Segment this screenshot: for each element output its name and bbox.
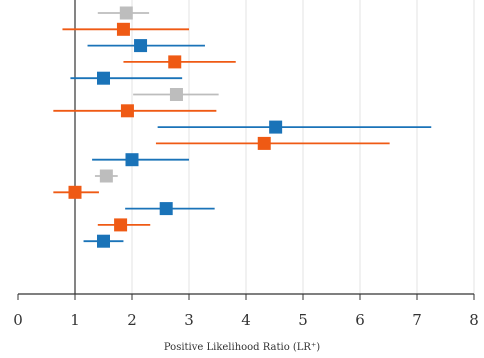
point-estimate xyxy=(116,22,130,36)
point-estimate xyxy=(159,202,173,216)
x-axis-title: Positive Likelihood Ratio (LR⁺) xyxy=(164,342,320,353)
point-estimate xyxy=(257,136,271,150)
point-estimate xyxy=(97,71,110,85)
point-estimate xyxy=(134,39,148,53)
point-estimate xyxy=(99,169,113,183)
grid-layer xyxy=(74,0,475,294)
x-tick-label: 8 xyxy=(469,311,479,329)
point-estimate xyxy=(119,6,133,20)
x-tick-label: 2 xyxy=(127,311,137,329)
point-estimate xyxy=(97,234,110,248)
point-estimate xyxy=(168,55,182,69)
point-estimate xyxy=(68,185,82,199)
point-estimate xyxy=(125,153,139,167)
point-estimate xyxy=(169,88,183,101)
x-tick-label: 6 xyxy=(355,311,365,329)
point-estimate xyxy=(269,120,283,134)
point-estimate xyxy=(120,104,134,118)
data-marks xyxy=(53,6,432,248)
x-tick-label: 1 xyxy=(70,311,80,329)
point-estimate xyxy=(114,218,128,232)
x-tick-label: 4 xyxy=(241,311,251,329)
x-tick-label: 7 xyxy=(412,311,422,329)
x-tick-label: 3 xyxy=(184,311,194,329)
x-tick-label: 0 xyxy=(13,311,23,329)
x-axis: 0 1 2 3 4 5 6 7 8 xyxy=(13,293,479,329)
x-tick-label: 5 xyxy=(298,311,308,329)
